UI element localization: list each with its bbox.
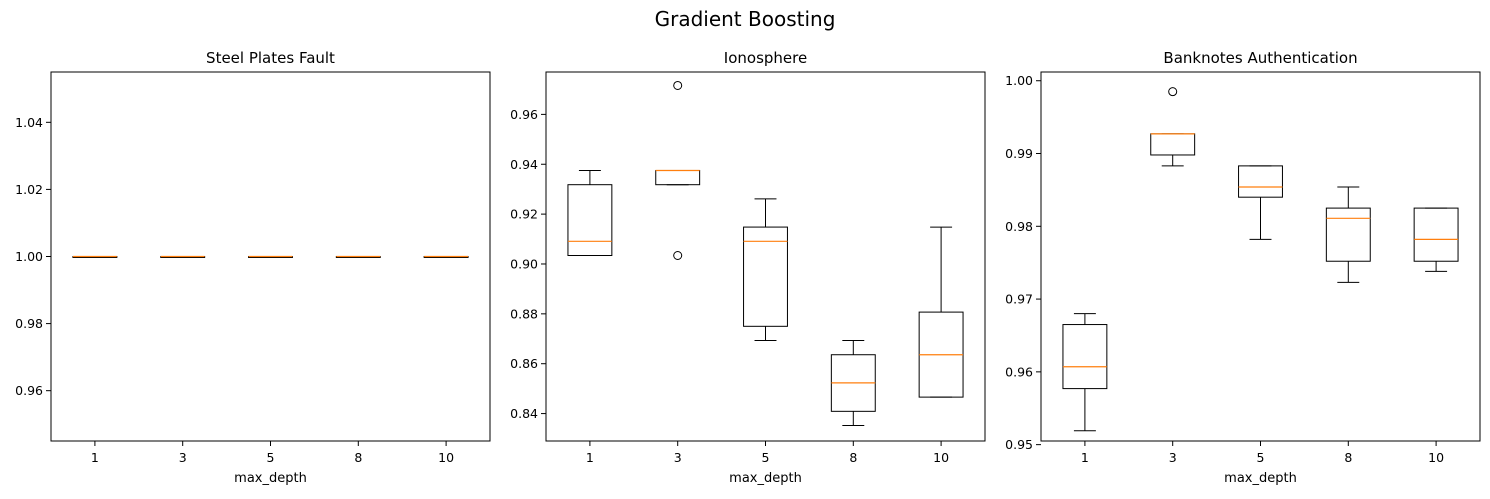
box-body [743,226,788,327]
box-3 [160,255,206,258]
y-tick-label: 0.98 [15,316,43,331]
box-5 [743,198,788,342]
box-body [1413,207,1459,262]
subplot-title: Steel Plates Fault [206,49,335,67]
box-body [655,169,701,186]
box-10 [423,255,469,258]
box-1 [567,169,613,257]
y-tick-label: 0.90 [510,256,538,271]
y-tick-label: 0.96 [1005,364,1033,379]
y-tick-label: 0.96 [15,383,43,398]
y-tick-label: 1.00 [15,249,43,264]
y-tick-label: 0.92 [510,207,538,222]
y-tick-label: 0.84 [510,406,538,421]
x-tick-label: 5 [762,450,770,465]
outlier-point [1168,87,1178,97]
x-tick-label: 10 [1428,450,1444,465]
x-tick-label: 8 [849,450,857,465]
subplot-3: Banknotes Authentication 0.95 0.96 0.97 0.98… [1005,49,1481,486]
box-1 [1062,313,1108,432]
y-tick-label: 0.97 [1005,292,1033,307]
x-axis-label: max_depth [729,471,802,486]
outlier-point [673,80,683,90]
x-tick-label: 1 [1081,450,1089,465]
x-tick-label: 8 [354,450,362,465]
box-8 [830,340,876,427]
y-tick-label: 0.96 [510,107,538,122]
x-tick-label: 1 [91,450,99,465]
x-tick-label: 1 [586,450,594,465]
subplot-title: Ionosphere [724,49,807,67]
y-tick-label: 0.86 [510,356,538,371]
x-tick-label: 3 [1169,450,1177,465]
box-5 [1238,165,1283,240]
box-body [1150,133,1196,156]
y-tick-label: 0.99 [1005,146,1033,161]
x-tick-label: 10 [933,450,949,465]
x-tick-label: 3 [674,450,682,465]
subplot-1: Steel Plates Fault 0.96 0.98 1.00 1.02 1.04 1 3… [15,49,491,486]
figure-suptitle: Gradient Boosting [655,7,836,31]
box-3 [655,80,701,261]
y-tick-label: 1.00 [1005,73,1033,88]
y-tick-label: 0.98 [1005,219,1033,234]
subplot-2: Ionosphere 0.84 0.86 0.88 0.90 0.92 0.94 0.96 1 3… [510,49,986,486]
x-tick-label: 5 [267,450,275,465]
box-body [1062,324,1108,390]
box-1 [72,255,118,258]
box-10 [1413,207,1459,272]
y-tick-label: 0.95 [1005,437,1033,452]
outlier-point [673,251,683,261]
subplot-title: Banknotes Authentication [1163,49,1357,67]
box-body [1238,165,1283,198]
x-axis-label: max_depth [234,471,307,486]
box-8 [1325,186,1371,283]
x-tick-label: 10 [438,450,454,465]
y-tick-label: 1.02 [15,182,43,197]
box-body [1325,207,1371,262]
y-tick-label: 0.88 [510,306,538,321]
x-tick-label: 3 [179,450,187,465]
x-tick-label: 5 [1257,450,1265,465]
x-axis-label: max_depth [1224,471,1297,486]
y-tick-label: 1.04 [15,115,43,130]
x-tick-label: 8 [1344,450,1352,465]
box-8 [335,255,381,258]
y-tick-label: 0.94 [510,157,538,172]
box-3 [1150,87,1196,167]
box-5 [248,255,293,258]
box-body [567,184,613,257]
box-10 [918,226,964,398]
